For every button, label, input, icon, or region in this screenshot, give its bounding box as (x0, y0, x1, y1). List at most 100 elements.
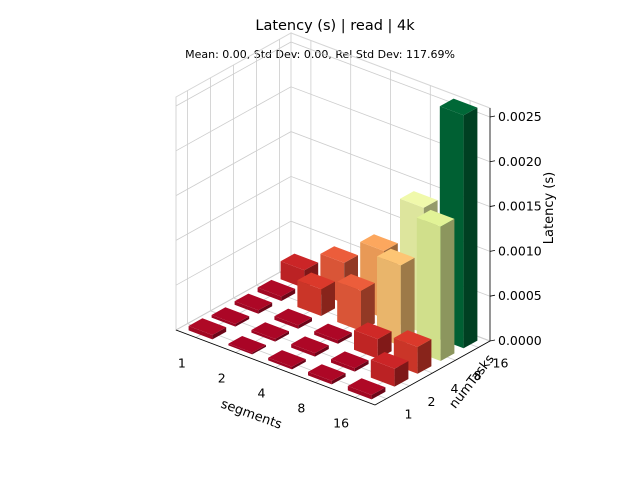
bar-side-face (298, 317, 312, 329)
bar-side-face (377, 331, 392, 359)
bar-segments-2-numtasks-4 (274, 308, 312, 329)
bar-top-face (234, 293, 273, 311)
z-tick-label: 0.0010 (498, 243, 542, 258)
bar-front-face (416, 217, 441, 361)
bar-side-face (394, 361, 409, 387)
bar-front-face (354, 330, 378, 359)
bar-top-face (314, 323, 352, 341)
z-tick-mark (489, 115, 496, 118)
bar-front-face (370, 359, 395, 387)
bar-front-face (297, 280, 322, 316)
bar-front-face (274, 316, 299, 329)
bar-side-face (371, 387, 386, 400)
bar-segments-16-numtasks-1 (347, 378, 386, 400)
bar-side-face (315, 345, 329, 357)
bar-top-face (251, 322, 289, 339)
bar-front-face (331, 359, 355, 372)
bar-top-face (291, 336, 329, 354)
bar-side-face (354, 360, 369, 372)
chart-subtitle: Mean: 0.00, Std Dev: 0.00, Rel Std Dev: … (185, 48, 455, 61)
bar-top-face (416, 209, 455, 227)
bar-segments-2-numtasks-8 (297, 272, 335, 316)
bar-segments-2-numtasks-2 (251, 322, 289, 342)
bar-front-face (377, 256, 401, 346)
bar-side-face (212, 327, 227, 340)
bar-segments-4-numtasks-2 (291, 336, 329, 357)
bar-side-face (361, 283, 375, 331)
bar-top-face (211, 307, 250, 324)
bar-top-face (377, 248, 415, 266)
bar-side-face (331, 373, 346, 385)
y-tick-label: 1 (405, 407, 413, 422)
bar-top-face (347, 378, 386, 395)
bar-side-face (417, 339, 432, 374)
bar-top-face (370, 352, 409, 369)
bar-segments-4-numtasks-8 (337, 274, 375, 331)
bar-front-face (314, 331, 338, 344)
z-tick-mark (489, 249, 496, 252)
z-tick-mark (489, 339, 496, 342)
z-axis-label: Latency (s) (542, 172, 557, 244)
x-tick-label: 8 (297, 401, 305, 416)
bar-top-face (439, 98, 478, 116)
bar-side-face (400, 257, 415, 346)
bar-top-face (393, 330, 432, 347)
x-axis-line (175, 329, 376, 406)
z-tick-label: 0.0015 (498, 199, 542, 214)
z-tick-mark (489, 294, 496, 297)
bar-top-face (257, 279, 296, 297)
bar-front-face (347, 386, 372, 400)
bar-side-face (281, 288, 296, 301)
bar-front-face (291, 344, 315, 357)
bar-segments-4-numtasks-4 (314, 323, 352, 344)
x-tick-label: 1 (178, 356, 186, 371)
y-tick-label: 4 (451, 381, 459, 396)
y-tick-label: 2 (428, 394, 436, 409)
bar-segments-8-numtasks-2 (331, 351, 369, 372)
y-tick-label: 16 (493, 355, 509, 370)
bars (188, 98, 478, 400)
bar-side-face (275, 331, 289, 342)
bar-side-face (321, 281, 335, 316)
x-tick-label: 2 (218, 371, 226, 386)
z-tick-label: 0.0025 (498, 109, 542, 124)
bar-top-face (308, 364, 346, 381)
bar-segments-1-numtasks-4 (234, 293, 273, 314)
z-tick-label: 0.0000 (498, 333, 542, 348)
bar-top-face (337, 274, 375, 291)
z-tick-mark (489, 160, 496, 163)
bar-side-face (252, 345, 266, 355)
bar-top-face (360, 234, 398, 251)
bar-top-face (297, 272, 335, 290)
bar-front-face (337, 281, 361, 331)
bar-front-face (308, 371, 332, 385)
bar-top-face (354, 322, 392, 340)
z-tick-mark (489, 205, 496, 207)
y-tick-label: 8 (474, 368, 482, 383)
axis-lines (175, 108, 491, 406)
z-gridline (175, 86, 491, 163)
bar-segments-8-numtasks-4 (354, 322, 392, 359)
bar-front-face (257, 287, 282, 301)
bar-segments-16-numtasks-8 (416, 209, 455, 361)
bar-segments-8-numtasks-1 (308, 364, 346, 385)
bar-front-face (188, 326, 213, 340)
x-axis-label: segments (219, 397, 284, 433)
bar-segments-2-numtasks-1 (228, 336, 266, 355)
bar-top-face (331, 351, 369, 369)
bar-segments-1-numtasks-8 (257, 279, 296, 301)
bar-top-face (400, 191, 438, 208)
bar-top-face (268, 350, 306, 367)
bar-front-face (228, 343, 253, 355)
bar-side-face (440, 218, 455, 361)
bar-segments-8-numtasks-8 (377, 248, 415, 346)
bar-side-face (235, 316, 250, 327)
x-tick-label: 16 (333, 416, 349, 431)
bar-segments-1-numtasks-2 (211, 307, 250, 327)
z-gridline (175, 131, 491, 207)
bar-top-face (274, 308, 312, 326)
z-gridline (175, 41, 491, 118)
bar-front-face (234, 301, 259, 314)
bar-front-face (211, 315, 236, 327)
